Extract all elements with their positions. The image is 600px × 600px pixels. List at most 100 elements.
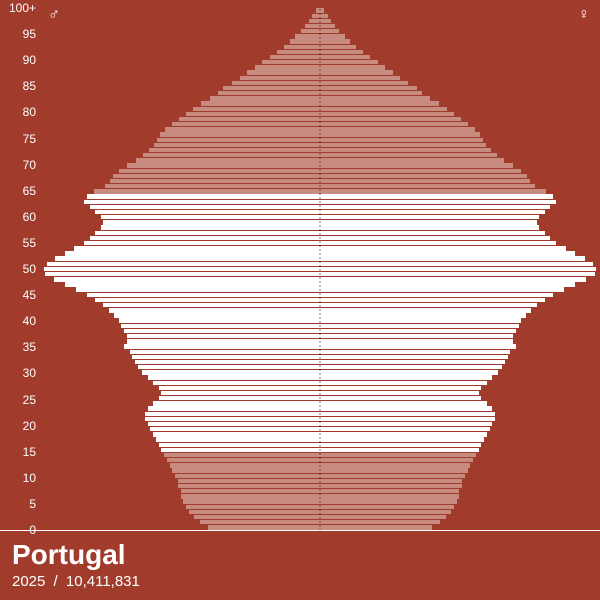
male-bar-63	[84, 200, 316, 204]
male-bar-98	[309, 19, 317, 23]
y-tick-55: 55	[0, 237, 36, 249]
y-tick-15: 15	[0, 446, 36, 458]
male-bar-70	[127, 163, 315, 167]
female-bar-29	[321, 375, 492, 379]
male-bar-36	[127, 339, 320, 343]
female-bar-85	[306, 86, 416, 90]
male-bar-8	[178, 484, 322, 488]
female-bar-52	[320, 256, 585, 260]
male-bar-54	[74, 246, 317, 250]
female-bar-12	[321, 463, 470, 467]
male-bar-12	[170, 463, 322, 467]
female-bar-40	[320, 318, 521, 322]
female-bar-51	[320, 262, 593, 266]
female-bar-74	[312, 143, 486, 147]
male-bar-30	[142, 370, 321, 374]
female-bar-8	[321, 484, 462, 488]
male-bar-95	[295, 34, 314, 38]
y-tick-100: 100+	[0, 2, 36, 14]
chart-area: 0510152025303540455055606570758085909510…	[0, 0, 600, 530]
male-bar-60	[101, 215, 316, 219]
y-tick-70: 70	[0, 159, 36, 171]
male-bar-53	[65, 251, 319, 255]
male-bar-4	[186, 505, 321, 509]
female-bar-23	[321, 406, 492, 410]
male-bar-58	[101, 225, 316, 229]
male-bar-68	[113, 174, 314, 178]
male-bar-90	[262, 60, 309, 64]
male-bar-42	[109, 308, 319, 312]
female-bar-55	[316, 241, 556, 245]
male-bar-15	[161, 448, 321, 452]
y-tick-35: 35	[0, 341, 36, 353]
male-bar-97	[305, 24, 316, 28]
male-bar-61	[95, 210, 316, 214]
male-bar-64	[87, 194, 316, 198]
female-bar-94	[312, 39, 351, 43]
male-bar-13	[167, 458, 322, 462]
female-bar-66	[314, 184, 535, 188]
female-bar-42	[319, 308, 532, 312]
male-bar-10	[175, 474, 321, 478]
female-bar-44	[319, 298, 545, 302]
y-tick-10: 10	[0, 472, 36, 484]
female-bar-3	[321, 510, 451, 514]
female-bar-20	[321, 422, 492, 426]
female-bar-45	[319, 293, 554, 297]
female-bar-22	[321, 412, 495, 416]
female-bar-82	[306, 101, 438, 105]
male-bar-32	[135, 360, 320, 364]
male-bar-59	[103, 220, 316, 224]
female-bar-67	[314, 179, 529, 183]
y-tick-90: 90	[0, 54, 36, 66]
male-bar-67	[110, 179, 314, 183]
female-bar-69	[314, 169, 521, 173]
y-tick-40: 40	[0, 315, 36, 327]
male-bar-79	[179, 117, 309, 121]
female-bar-49	[319, 272, 595, 276]
male-bar-24	[153, 401, 321, 405]
y-tick-25: 25	[0, 394, 36, 406]
male-bar-78	[172, 122, 310, 126]
male-bar-39	[121, 324, 320, 328]
female-bar-31	[320, 365, 502, 369]
male-bar-11	[172, 468, 321, 472]
female-bar-4	[321, 505, 453, 509]
male-bar-46	[76, 287, 319, 291]
male-bar-9	[178, 479, 322, 483]
female-bar-27	[321, 386, 481, 390]
female-bar-43	[319, 303, 537, 307]
female-bar-15	[321, 448, 478, 452]
female-bar-61	[316, 210, 545, 214]
male-bar-37	[127, 334, 320, 338]
male-bar-25	[159, 396, 322, 400]
x-axis-line	[0, 530, 600, 531]
meta-line: 2025 / 10,411,831	[12, 573, 588, 590]
male-bar-50	[44, 267, 320, 271]
male-bar-41	[114, 313, 318, 317]
male-bar-16	[159, 443, 322, 447]
female-bar-80	[308, 112, 454, 116]
male-bar-93	[284, 45, 312, 49]
female-bar-71	[313, 158, 503, 162]
female-bar-35	[320, 344, 516, 348]
female-bar-0	[321, 525, 431, 529]
female-bar-59	[316, 220, 537, 224]
population-label: 10,411,831	[66, 573, 140, 590]
male-bar-92	[277, 50, 310, 54]
meta-separator: /	[54, 573, 58, 590]
female-bar-84	[306, 91, 422, 95]
female-bar-57	[316, 231, 545, 235]
female-bar-16	[321, 443, 481, 447]
male-bar-3	[189, 510, 321, 514]
male-bar-71	[136, 158, 313, 162]
footer: Portugal 2025 / 10,411,831	[12, 540, 588, 590]
male-bar-48	[54, 277, 319, 281]
female-bar-73	[312, 148, 491, 152]
male-bar-47	[65, 282, 319, 286]
male-bar-26	[161, 391, 321, 395]
female-bar-30	[321, 370, 498, 374]
female-bar-48	[319, 277, 587, 281]
female-bar-64	[316, 194, 553, 198]
y-tick-95: 95	[0, 28, 36, 40]
